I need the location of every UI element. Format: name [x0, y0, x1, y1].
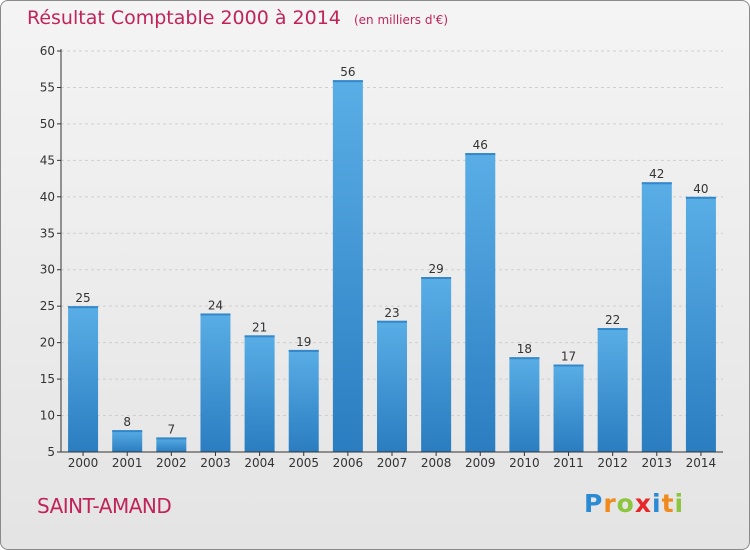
value-label: 24 [208, 298, 223, 312]
value-label: 56 [340, 65, 355, 79]
bar-top-edge [377, 320, 407, 323]
bar-2009 [465, 153, 496, 452]
title-row: Résultat Comptable 2000 à 2014 (en milli… [27, 7, 448, 29]
value-label: 8 [123, 415, 131, 429]
bar-top-edge [112, 430, 143, 433]
chart-title: Résultat Comptable 2000 à 2014 [27, 7, 341, 29]
bar-2004 [244, 335, 275, 452]
y-tick-label: 15 [40, 372, 55, 386]
x-tick-label: 2004 [244, 456, 275, 470]
y-tick-label: 35 [40, 226, 55, 240]
y-tick-label: 50 [40, 117, 55, 131]
y-tick-label: 30 [40, 263, 55, 277]
y-tick-label: 10 [40, 409, 55, 423]
y-tick-label: 45 [40, 153, 55, 167]
bar-top-edge [465, 153, 496, 156]
bar-top-edge [244, 335, 275, 338]
value-label: 42 [649, 167, 664, 181]
bar-2001 [112, 430, 143, 452]
bar-top-edge [68, 306, 99, 309]
value-label: 22 [605, 313, 620, 327]
y-tick-label: 25 [40, 299, 55, 313]
bar-top-edge [288, 349, 319, 352]
bar-2012 [597, 328, 628, 452]
y-tick-label: 60 [40, 44, 55, 58]
value-label: 21 [252, 320, 267, 334]
bar-2002 [156, 437, 187, 452]
bar-top-edge [597, 328, 628, 331]
logo-letter: x [634, 489, 652, 518]
bar-2014 [685, 196, 716, 452]
bar-top-edge [200, 313, 231, 316]
bar-2013 [641, 182, 672, 452]
bar-2005 [288, 349, 319, 452]
bar-2010 [509, 357, 540, 452]
x-tick-label: 2013 [642, 456, 673, 470]
bar-top-edge [641, 182, 672, 185]
x-tick-label: 2010 [509, 456, 540, 470]
logo-letter: r [603, 489, 617, 518]
place-name: SAINT-AMAND [37, 494, 172, 518]
x-tick-label: 2014 [686, 456, 717, 470]
x-tick-label: 2005 [288, 456, 319, 470]
value-label: 40 [693, 182, 708, 196]
x-tick-label: 2002 [156, 456, 187, 470]
logo-letter: i [674, 489, 685, 518]
y-tick-label: 5 [47, 445, 55, 459]
logo-letter: t [661, 489, 675, 518]
x-tick-label: 2009 [465, 456, 496, 470]
x-tick-label: 2012 [597, 456, 628, 470]
bar-top-edge [332, 80, 363, 83]
value-label: 7 [168, 422, 176, 436]
value-label: 19 [296, 335, 311, 349]
bar-2011 [553, 364, 584, 452]
value-label: 18 [517, 342, 532, 356]
value-label: 23 [384, 306, 399, 320]
bar-2006 [332, 80, 363, 452]
x-tick-label: 2001 [112, 456, 143, 470]
bar-top-edge [685, 196, 716, 199]
y-tick-label: 40 [40, 190, 55, 204]
bar-2000 [68, 306, 99, 452]
bar-layer: 25 8 7 24 21 19 56 23 29 46 18 17 22 42 40 [68, 65, 716, 452]
value-label: 29 [428, 262, 443, 276]
bar-2003 [200, 313, 231, 452]
bar-top-edge [156, 437, 187, 440]
x-tick-label: 2006 [333, 456, 364, 470]
bar-top-edge [421, 277, 452, 280]
logo-letter: o [616, 489, 635, 518]
x-tick-label: 2000 [68, 456, 99, 470]
value-label: 25 [75, 291, 90, 305]
proxiti-logo[interactable]: Proxiti [584, 489, 684, 518]
y-tick-label: 20 [40, 336, 55, 350]
y-tick-label: 55 [40, 80, 55, 94]
bar-2007 [377, 320, 407, 452]
bar-2008 [421, 277, 452, 452]
x-tick-label: 2011 [553, 456, 584, 470]
value-label: 17 [561, 350, 576, 364]
value-label: 46 [473, 138, 488, 152]
logo-letter: i [652, 489, 662, 518]
logo-letter: P [584, 489, 604, 518]
x-tick-label: 2008 [421, 456, 452, 470]
bar-top-edge [509, 357, 540, 360]
bar-top-edge [553, 364, 584, 367]
x-tick-label: 2003 [200, 456, 231, 470]
chart-unit: (en milliers d'€) [353, 13, 449, 27]
axis-layer: 5 10 15 20 25 30 35 40 45 50 55 60 2000 2001 2002 2003 2… [40, 44, 723, 470]
x-tick-label: 2007 [377, 456, 408, 470]
